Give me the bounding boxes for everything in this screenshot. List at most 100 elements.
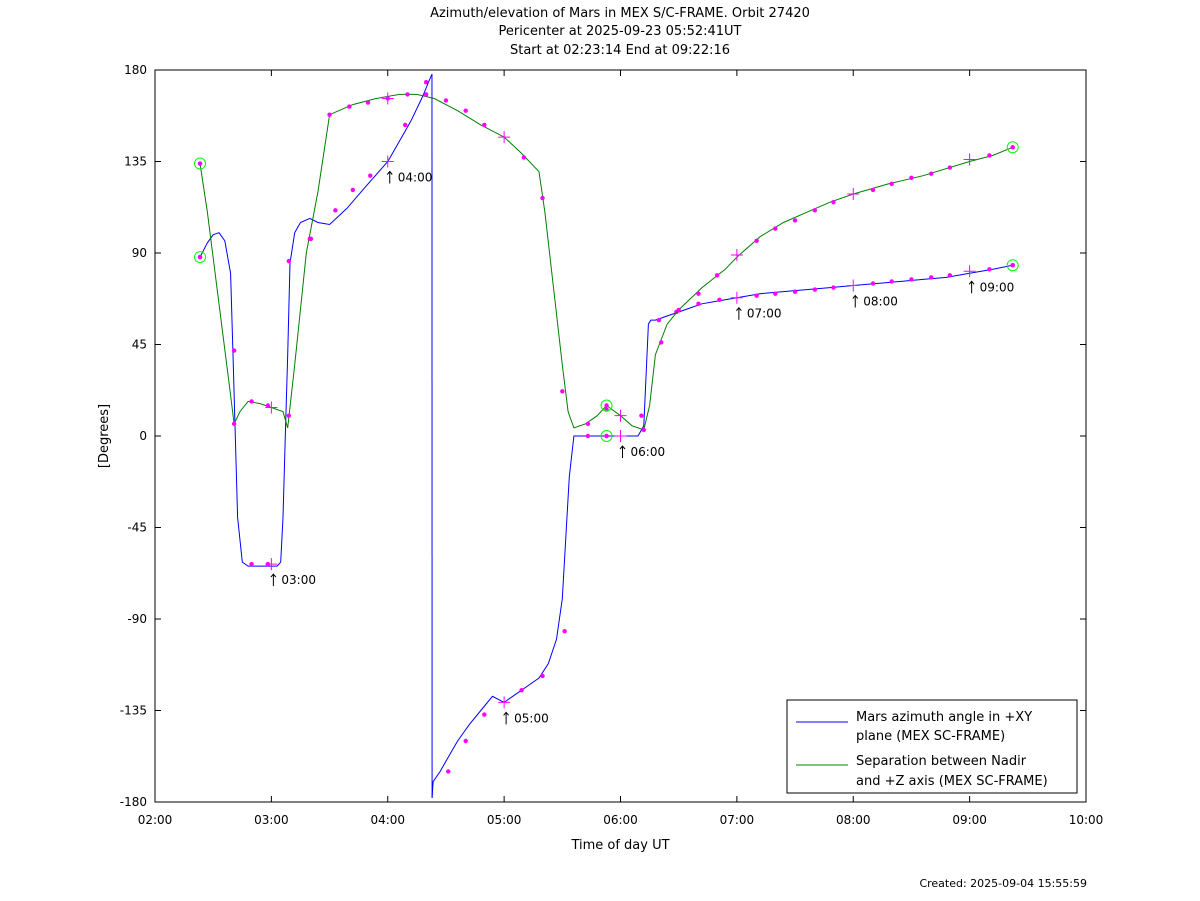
data-point-separation (347, 104, 352, 109)
x-tick-label: 05:00 (487, 813, 522, 827)
data-point-separation (423, 92, 429, 97)
hour-mark-azimuth (381, 155, 394, 168)
data-point-separation (286, 413, 292, 418)
data-point-azimuth (446, 769, 451, 774)
legend-label-separation-2: and +Z axis (MEX SC-FRAME) (856, 774, 1048, 789)
y-tick-label: -90 (127, 612, 147, 626)
data-point-separation (947, 165, 953, 170)
data-point-azimuth (540, 673, 545, 679)
data-point-azimuth (696, 301, 701, 307)
data-point-separation (696, 291, 701, 296)
data-point-separation (870, 187, 876, 193)
data-point-azimuth (333, 208, 338, 213)
created-timestamp: Created: 2025-09-04 15:55:59 (919, 877, 1087, 890)
hour-mark-separation (847, 188, 860, 201)
data-point-azimuth (482, 712, 487, 717)
data-point-separation (831, 199, 836, 205)
data-point-separation (540, 195, 545, 201)
x-tick-label: 04:00 (370, 813, 405, 827)
data-point-separation (676, 307, 681, 313)
y-tick-label: 45 (132, 338, 147, 352)
data-point-azimuth (773, 291, 778, 296)
hour-mark-azimuth (614, 430, 627, 442)
endpoint-marker-separation (600, 399, 613, 412)
y-tick-label: 180 (124, 63, 147, 77)
data-point-separation (265, 403, 271, 408)
pericenter-line: Pericenter at 2025-09-23 05:52:41UT (498, 24, 742, 39)
data-point-azimuth (562, 629, 567, 634)
x-tick-label: 10:00 (1069, 813, 1104, 827)
data-point-azimuth (754, 293, 759, 298)
data-point-azimuth (987, 267, 992, 272)
data-point-separation (585, 421, 591, 426)
hour-mark-separation (381, 92, 394, 105)
endpoint-dot-separation (604, 403, 609, 408)
data-point-separation (909, 175, 914, 180)
data-point-separation (889, 181, 894, 187)
hour-mark-azimuth (498, 696, 511, 709)
hour-mark-azimuth (265, 558, 278, 571)
data-point-separation (231, 421, 237, 426)
data-point-separation (249, 399, 254, 404)
legend-label-azimuth-1: Mars azimuth angle in +XY (856, 710, 1032, 725)
endpoint-dot-azimuth (604, 433, 609, 439)
legend: Mars azimuth angle in +XY plane (MEX SC-… (786, 699, 1078, 794)
data-point-separation (987, 153, 992, 158)
time-annotation-arrow (386, 170, 393, 184)
data-point-azimuth (656, 317, 662, 323)
series-layer (194, 73, 1019, 798)
legend-label-separation-1: Separation between Nadir (856, 754, 1027, 769)
data-point-separation (792, 218, 798, 223)
endpoint-dot-separation (197, 161, 203, 166)
data-point-separation (463, 108, 468, 113)
hour-mark-separation (963, 153, 976, 166)
data-point-separation (659, 340, 664, 345)
x-tick-label: 08:00 (836, 813, 871, 827)
data-point-separation (443, 98, 449, 103)
chart-title: Azimuth/elevation of Mars in MEX S/C-FRA… (430, 6, 810, 21)
endpoint-marker-separation (1006, 141, 1019, 154)
data-point-separation (754, 238, 759, 243)
data-point-azimuth (812, 287, 818, 292)
y-tick-label: 90 (132, 246, 147, 260)
time-annotation-label: 07:00 (747, 307, 782, 321)
endpoint-dot-separation (1010, 145, 1015, 150)
x-tick-label: 02:00 (138, 813, 173, 827)
data-point-separation (714, 273, 720, 278)
data-point-azimuth (870, 281, 876, 286)
hour-mark-separation (730, 249, 743, 262)
data-point-azimuth (519, 687, 524, 693)
time-annotation-label: 09:00 (980, 280, 1015, 294)
hour-mark-azimuth (963, 265, 976, 278)
legend-box (786, 699, 1078, 794)
x-tick-label: 07:00 (720, 813, 755, 827)
time-annotation-label: 04:00 (398, 171, 433, 185)
data-point-azimuth (717, 297, 722, 302)
time-annotation-label: 03:00 (281, 573, 316, 587)
hour-mark-separation (614, 409, 627, 422)
endpoint-marker-azimuth (194, 251, 207, 264)
data-point-azimuth (403, 122, 408, 128)
time-span-line: Start at 02:23:14 End at 09:22:16 (509, 43, 731, 58)
time-annotation-arrow (968, 280, 975, 294)
data-point-separation (773, 226, 778, 231)
data-point-azimuth (947, 273, 953, 278)
hour-mark-separation (265, 401, 278, 414)
y-tick-label: 135 (124, 155, 147, 169)
x-axis-label: Time of day UT (570, 838, 669, 853)
y-tick-label: 0 (139, 429, 147, 443)
data-point-azimuth (831, 285, 836, 290)
hour-mark-separation (498, 131, 511, 144)
data-point-azimuth (368, 173, 373, 178)
endpoint-marker-separation (194, 157, 207, 170)
data-point-azimuth (929, 275, 934, 280)
data-point-separation (812, 208, 818, 213)
data-point-azimuth (463, 738, 468, 744)
y-tick-label: -135 (120, 704, 147, 718)
data-point-separation (929, 171, 934, 176)
time-annotation-label: 08:00 (863, 295, 898, 309)
data-point-separation (365, 100, 371, 105)
time-annotation-arrow (270, 573, 277, 587)
time-annotation-arrow (503, 711, 510, 725)
data-point-azimuth (350, 187, 356, 193)
